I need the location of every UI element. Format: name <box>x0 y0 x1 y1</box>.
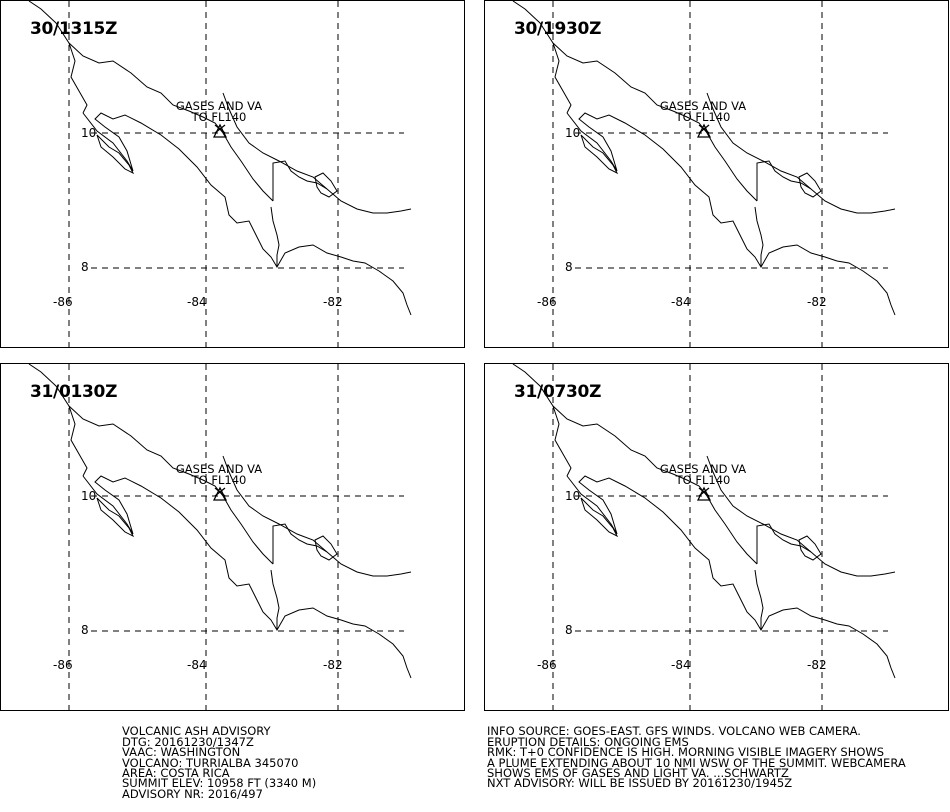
plume-annotation: GASES AND VA TO FL140 <box>633 99 773 124</box>
remarks-line: ERUPTION DETAILS: ONGOING EMS <box>487 734 689 749</box>
lon-label-84: -84 <box>671 658 691 672</box>
bocas-del-toro <box>314 172 338 198</box>
advisory-line: VAAC: WASHINGTON <box>122 745 241 760</box>
lat-label-8: 8 <box>565 623 573 637</box>
remarks-line: RMK: T+0 CONFIDENCE IS HIGH. MORNING VIS… <box>487 745 885 760</box>
lat-label-8: 8 <box>81 623 89 637</box>
coastline <box>512 1 758 202</box>
lat-label-8: 8 <box>81 260 89 274</box>
lon-label-86: -86 <box>53 658 73 672</box>
bocas-del-toro <box>314 535 338 561</box>
forecast-panel-4: 31/0730Z GASES AND VA TO FL140 10 8 -86 … <box>484 363 949 711</box>
nicoya-peninsula <box>580 497 619 538</box>
volcano-symbol-icon <box>212 486 228 501</box>
plume-annotation-line2: TO FL140 <box>191 473 247 487</box>
plume-annotation: GASES AND VA TO FL140 <box>149 462 289 487</box>
advisory-line: AREA: COSTA RICA <box>122 766 230 781</box>
forecast-panel-3: 31/0130Z GASES AND VA TO FL140 10 8 -86 … <box>0 363 465 711</box>
panel-time-label: 31/0730Z <box>514 382 602 402</box>
lon-label-84: -84 <box>187 295 207 309</box>
map-graphic <box>512 364 896 710</box>
advisory-line: SUMMIT ELEV: 10958 FT (3340 M) <box>122 776 317 791</box>
nicoya-peninsula <box>96 134 135 175</box>
remarks-line: SHOWS EMS OF GASES AND LIGHT VA. ...SCHW… <box>487 766 789 781</box>
plume-annotation: GASES AND VA TO FL140 <box>149 99 289 124</box>
panel-time-label: 30/1930Z <box>514 19 602 39</box>
coastline <box>28 364 274 565</box>
lat-label-10: 10 <box>81 126 97 140</box>
lat-label-10: 10 <box>565 126 581 140</box>
panama-border-south <box>270 206 280 267</box>
forecast-panel-1: 30/1315Z GASES AND VA TO FL140 10 8 -86 … <box>0 0 465 348</box>
pacific-coastline <box>566 475 896 679</box>
advisory-line: ADVISORY NR: 2016/497 <box>122 786 263 801</box>
remarks-line: NXT ADVISORY: WILL BE ISSUED BY 20161230… <box>487 776 793 791</box>
nicoya-peninsula <box>96 497 135 538</box>
pacific-coastline <box>82 112 412 316</box>
plume-annotation: GASES AND VA TO FL140 <box>633 462 773 487</box>
plume-annotation-line2: TO FL140 <box>191 110 247 124</box>
plume-annotation-line2: TO FL140 <box>675 110 731 124</box>
panama-border-south <box>754 206 764 267</box>
volcano-symbol-icon <box>696 486 712 501</box>
nicaragua-border <box>552 405 572 477</box>
advisory-line: VOLCANIC ASH ADVISORY <box>122 724 271 739</box>
map-graphic <box>28 1 412 347</box>
panama-border <box>756 160 812 201</box>
caribbean-coastline <box>706 455 896 577</box>
caribbean-coastline <box>222 455 412 577</box>
lat-label-10: 10 <box>565 489 581 503</box>
panama-border-south <box>754 569 764 630</box>
panama-border <box>272 523 328 564</box>
bocas-del-toro <box>798 172 822 198</box>
lon-label-84: -84 <box>671 295 691 309</box>
plume-annotation-line1: GASES AND VA <box>175 99 263 113</box>
forecast-panel-2: 30/1930Z GASES AND VA TO FL140 10 8 -86 … <box>484 0 949 348</box>
advisory-line: DTG: 20161230/1347Z <box>122 734 254 749</box>
map-graphic <box>28 364 412 710</box>
plume-annotation-line1: GASES AND VA <box>659 462 747 476</box>
remarks-line: INFO SOURCE: GOES-EAST. GFS WINDS. VOLCA… <box>487 724 861 739</box>
advisory-remarks-block: INFO SOURCE: GOES-EAST. GFS WINDS. VOLCA… <box>487 716 906 799</box>
plume-annotation-line1: GASES AND VA <box>175 462 263 476</box>
pacific-coastline <box>82 475 412 679</box>
advisory-header-block: VOLCANIC ASH ADVISORY DTG: 20161230/1347Z… <box>122 716 316 810</box>
lon-label-86: -86 <box>537 658 557 672</box>
lon-label-82: -82 <box>323 658 343 672</box>
nicaragua-border <box>552 42 572 114</box>
plume-annotation-line2: TO FL140 <box>675 473 731 487</box>
nicoya-peninsula <box>580 134 619 175</box>
nicaragua-border <box>68 42 88 114</box>
panama-border <box>756 523 812 564</box>
bocas-del-toro <box>798 535 822 561</box>
coastline <box>28 1 274 202</box>
coastline <box>512 364 758 565</box>
lon-label-82: -82 <box>807 658 827 672</box>
volcano-symbol-icon <box>212 123 228 138</box>
lat-label-8: 8 <box>565 260 573 274</box>
panel-time-label: 31/0130Z <box>30 382 118 402</box>
map-graphic <box>512 1 896 347</box>
lon-label-86: -86 <box>537 295 557 309</box>
lon-label-82: -82 <box>323 295 343 309</box>
panel-time-label: 30/1315Z <box>30 19 118 39</box>
lat-label-10: 10 <box>81 489 97 503</box>
caribbean-coastline <box>222 92 412 214</box>
remarks-line: A PLUME EXTENDING ABOUT 10 NMI WSW OF TH… <box>487 755 906 770</box>
plume-annotation-line1: GASES AND VA <box>659 99 747 113</box>
panama-border-south <box>270 569 280 630</box>
nicaragua-border <box>68 405 88 477</box>
advisory-line: VOLCANO: TURRIALBA 345070 <box>122 755 299 770</box>
lon-label-82: -82 <box>807 295 827 309</box>
panama-border <box>272 160 328 201</box>
lon-label-84: -84 <box>187 658 207 672</box>
pacific-coastline <box>566 112 896 316</box>
caribbean-coastline <box>706 92 896 214</box>
lon-label-86: -86 <box>53 295 73 309</box>
volcano-symbol-icon <box>696 123 712 138</box>
